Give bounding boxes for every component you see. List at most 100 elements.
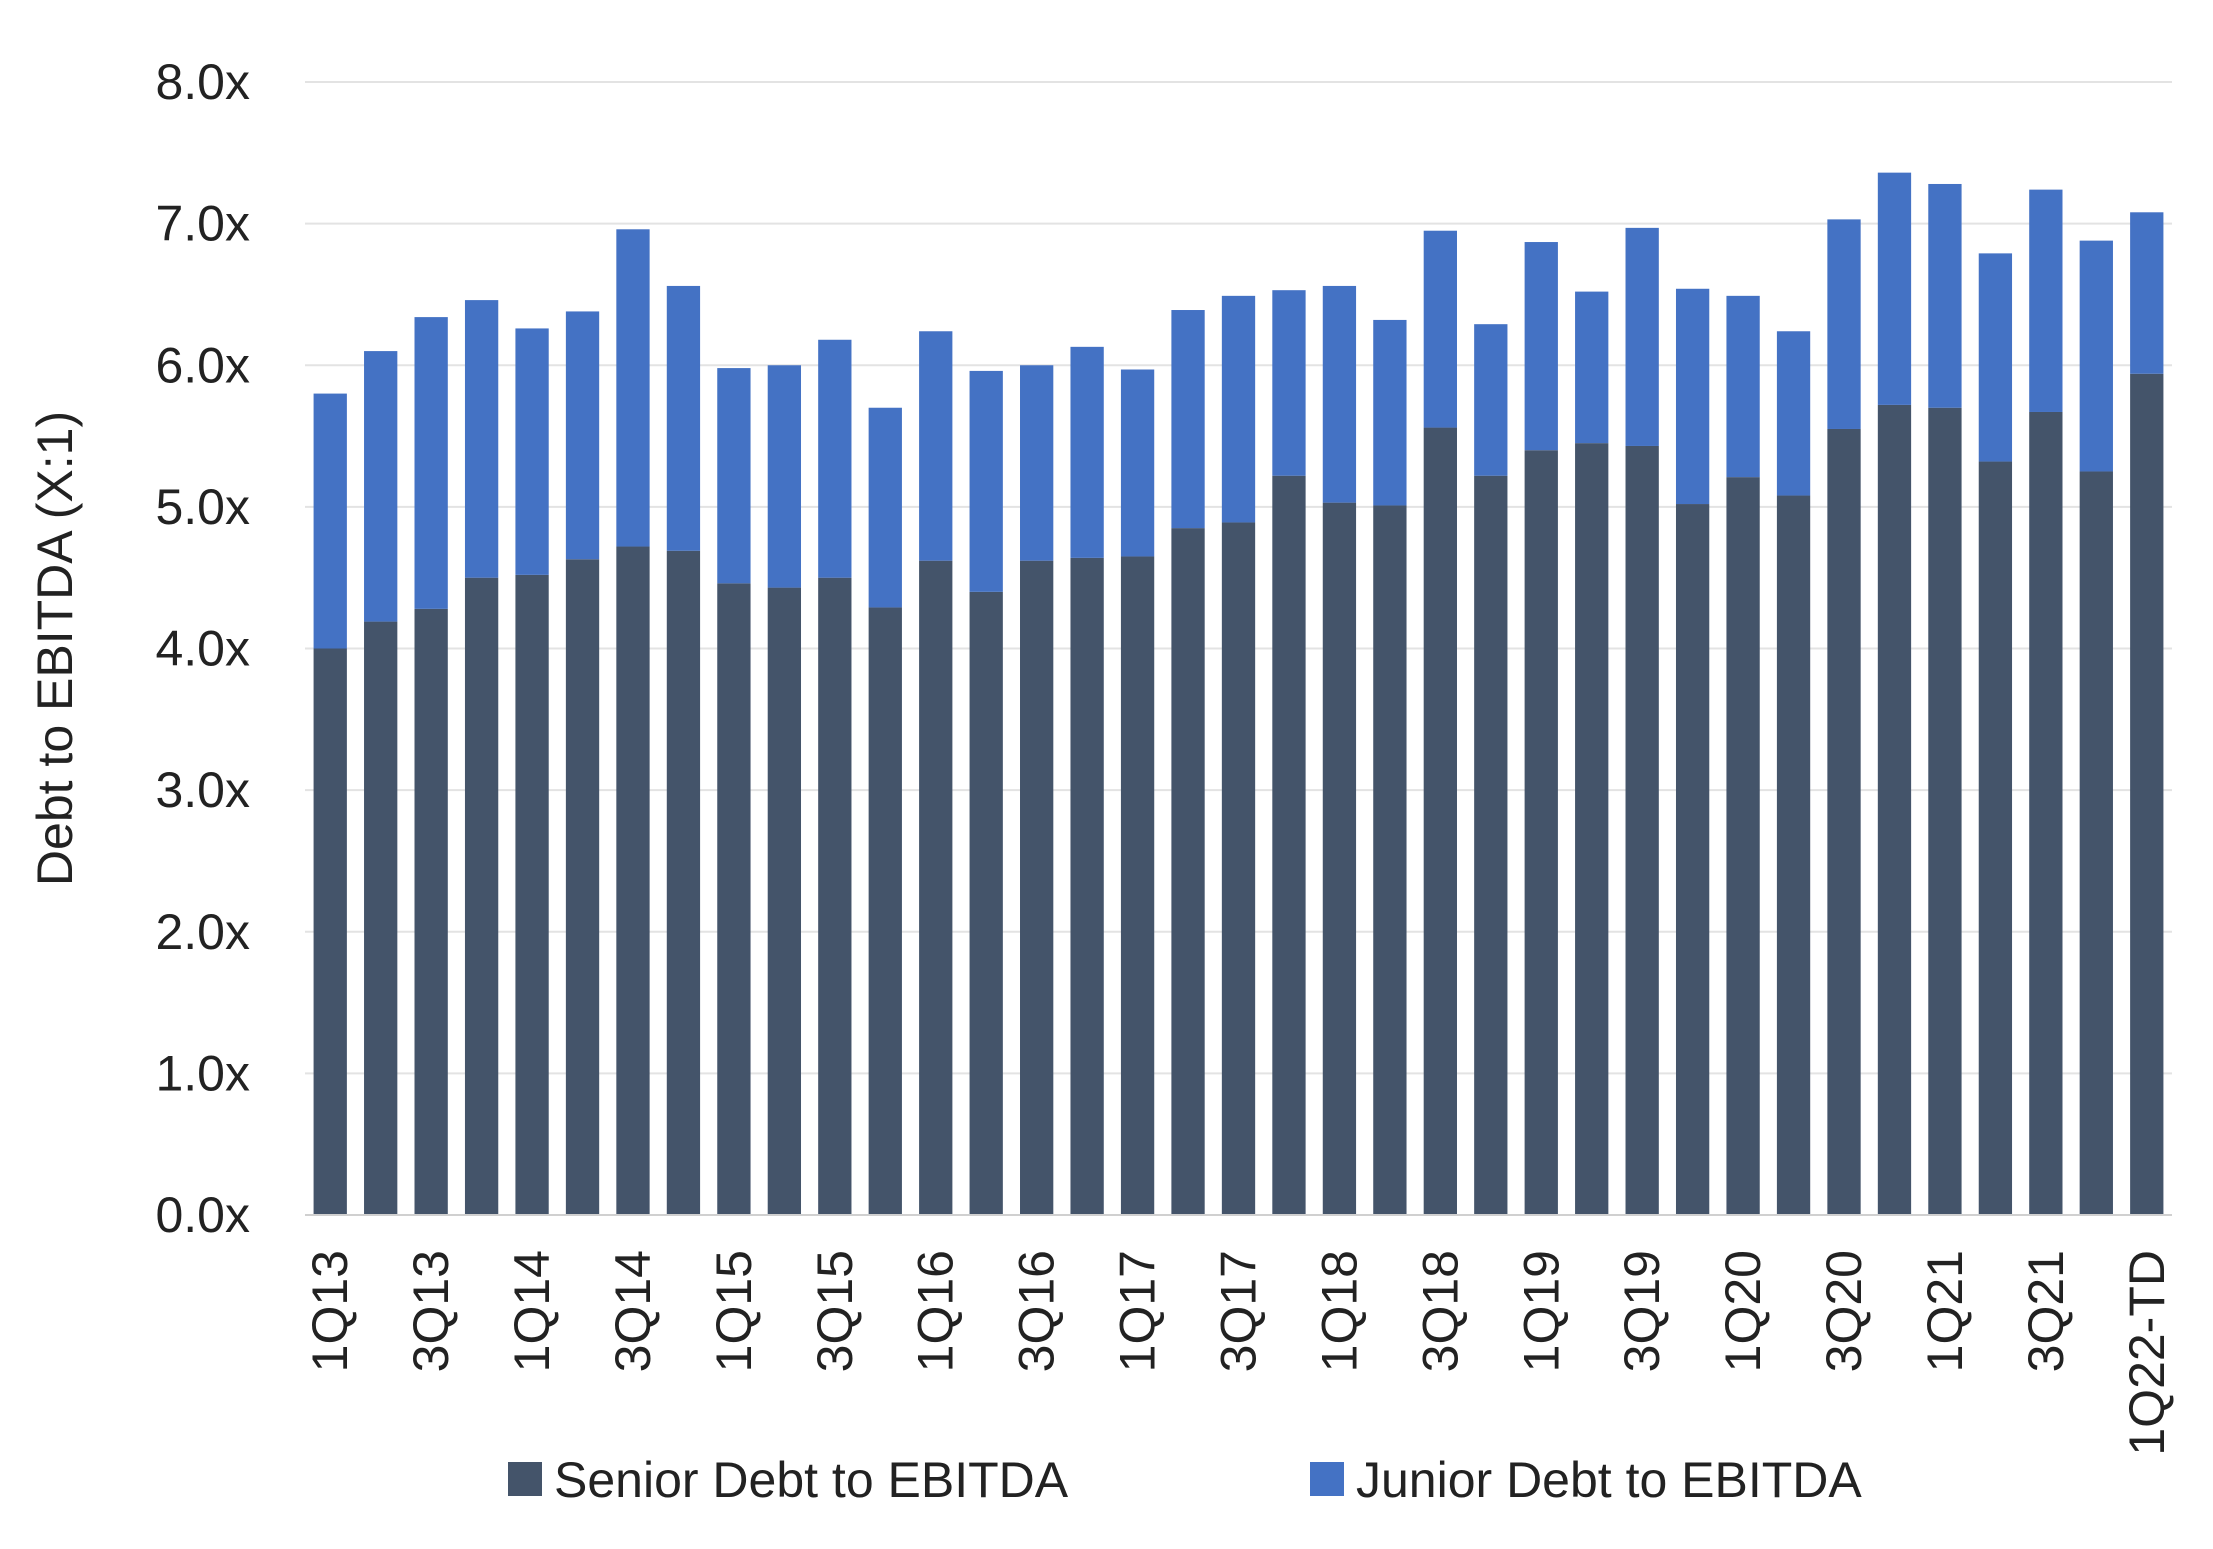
bar-junior-debt [616, 229, 650, 547]
bar-senior-debt [969, 591, 1003, 1215]
legend-swatch-junior [1310, 1462, 1344, 1496]
bar-junior-debt [1373, 319, 1407, 506]
bar-senior-debt [1272, 475, 1306, 1216]
x-tick-label: 1Q21 [1917, 1250, 1973, 1372]
bar-junior-debt [1978, 253, 2013, 462]
bar-junior-debt [515, 328, 549, 575]
y-axis-title: Debt to EBITDA (X:1) [27, 411, 83, 886]
y-tick-label: 4.0x [155, 621, 250, 677]
bar-senior-debt [1474, 475, 1508, 1216]
y-tick-label: 6.0x [155, 337, 250, 393]
y-tick-label: 0.0x [155, 1187, 250, 1243]
x-tick-label: 3Q18 [1412, 1250, 1468, 1372]
bar-senior-debt [1423, 427, 1457, 1215]
bar-senior-debt [1978, 461, 2013, 1215]
x-tick-label: 1Q16 [908, 1250, 964, 1372]
y-tick-label: 8.0x [155, 54, 250, 110]
y-tick-label: 2.0x [155, 904, 250, 960]
bar-junior-debt [818, 339, 852, 578]
bar-senior-debt [2130, 373, 2164, 1215]
y-tick-label: 5.0x [155, 479, 250, 535]
x-tick-label: 3Q13 [403, 1250, 459, 1372]
bar-senior-debt [1877, 404, 1912, 1215]
bars [313, 172, 2164, 1216]
x-tick-label: 1Q22-TD [2119, 1250, 2175, 1456]
bar-junior-debt [565, 311, 600, 560]
bar-junior-debt [1423, 230, 1457, 428]
bar-junior-debt [1171, 310, 1205, 529]
bar-senior-debt [666, 550, 701, 1215]
legend-label-junior: Junior Debt to EBITDA [1356, 1452, 1862, 1508]
bar-junior-debt [313, 393, 347, 649]
bar-junior-debt [919, 331, 953, 561]
bar-junior-debt [2079, 240, 2113, 472]
bar-senior-debt [565, 559, 600, 1215]
bar-senior-debt [868, 607, 902, 1215]
x-axis-ticks: 1Q13 3Q13 1Q14 3Q14 1Q15 3Q15 1Q16 3Q16 1Q17 3Q17… [302, 1250, 2175, 1456]
bar-senior-debt [1776, 495, 1811, 1215]
bar-senior-debt [1120, 556, 1155, 1215]
bar-junior-debt [969, 370, 1003, 592]
bar-junior-debt [1625, 227, 1659, 446]
bar-senior-debt [515, 574, 549, 1215]
bar-senior-debt [1373, 505, 1407, 1216]
bar-senior-debt [313, 648, 347, 1215]
bar-junior-debt [464, 300, 499, 578]
x-tick-label: 3Q16 [1009, 1250, 1065, 1372]
bar-senior-debt [1524, 450, 1558, 1216]
bar-junior-debt [1120, 369, 1155, 557]
bar-junior-debt [717, 368, 751, 584]
bar-senior-debt [2079, 471, 2113, 1216]
legend-label-senior: Senior Debt to EBITDA [554, 1452, 1069, 1508]
bar-junior-debt [414, 317, 448, 609]
x-tick-label: 3Q19 [1614, 1250, 1670, 1372]
legend-swatch-senior [508, 1462, 542, 1496]
bar-senior-debt [2029, 411, 2063, 1215]
bar-senior-debt [1171, 528, 1205, 1215]
bar-senior-debt [1928, 407, 1962, 1215]
bar-junior-debt [1827, 219, 1861, 429]
bar-junior-debt [2029, 189, 2063, 412]
bar-senior-debt [1575, 443, 1609, 1215]
bar-senior-debt [1675, 504, 1710, 1215]
x-tick-label: 1Q15 [706, 1250, 762, 1372]
legend: Senior Debt to EBITDA Junior Debt to EBI… [508, 1452, 1862, 1508]
bar-junior-debt [2130, 212, 2164, 374]
bar-junior-debt [364, 351, 398, 622]
x-tick-label: 1Q13 [302, 1250, 358, 1372]
bar-junior-debt [767, 365, 802, 588]
bar-junior-debt [1070, 346, 1104, 558]
y-tick-label: 1.0x [155, 1045, 250, 1101]
x-tick-label: 1Q19 [1513, 1250, 1569, 1372]
bar-junior-debt [1726, 295, 1760, 478]
bar-junior-debt [1020, 365, 1054, 561]
bar-junior-debt [1776, 331, 1811, 496]
x-tick-label: 1Q14 [504, 1250, 560, 1372]
bar-senior-debt [1625, 445, 1659, 1216]
x-tick-label: 1Q20 [1715, 1250, 1771, 1372]
bar-senior-debt [1827, 428, 1861, 1216]
x-tick-label: 1Q17 [1110, 1250, 1166, 1372]
bar-junior-debt [1675, 288, 1710, 505]
bar-junior-debt [666, 285, 701, 551]
bar-junior-debt [868, 407, 902, 608]
x-tick-label: 3Q17 [1211, 1250, 1267, 1372]
bar-junior-debt [1524, 242, 1558, 451]
bar-junior-debt [1272, 290, 1306, 476]
x-tick-label: 3Q14 [605, 1250, 661, 1372]
y-tick-label: 7.0x [155, 196, 250, 252]
bar-junior-debt [1221, 295, 1256, 523]
bar-senior-debt [1221, 522, 1256, 1215]
bar-senior-debt [414, 608, 448, 1215]
x-tick-label: 3Q20 [1816, 1250, 1872, 1372]
y-tick-label: 3.0x [155, 762, 250, 818]
bar-senior-debt [364, 621, 398, 1215]
bar-junior-debt [1575, 291, 1609, 444]
bar-junior-debt [1877, 172, 1912, 405]
y-axis-ticks: 0.0x 1.0x 2.0x 3.0x 4.0x 5.0x 6.0x 7.0x 8.0x [155, 54, 250, 1243]
bar-senior-debt [1726, 477, 1760, 1215]
bar-senior-debt [919, 560, 953, 1215]
bar-junior-debt [1928, 183, 1962, 408]
bar-senior-debt [1020, 560, 1054, 1215]
bar-senior-debt [767, 587, 802, 1215]
